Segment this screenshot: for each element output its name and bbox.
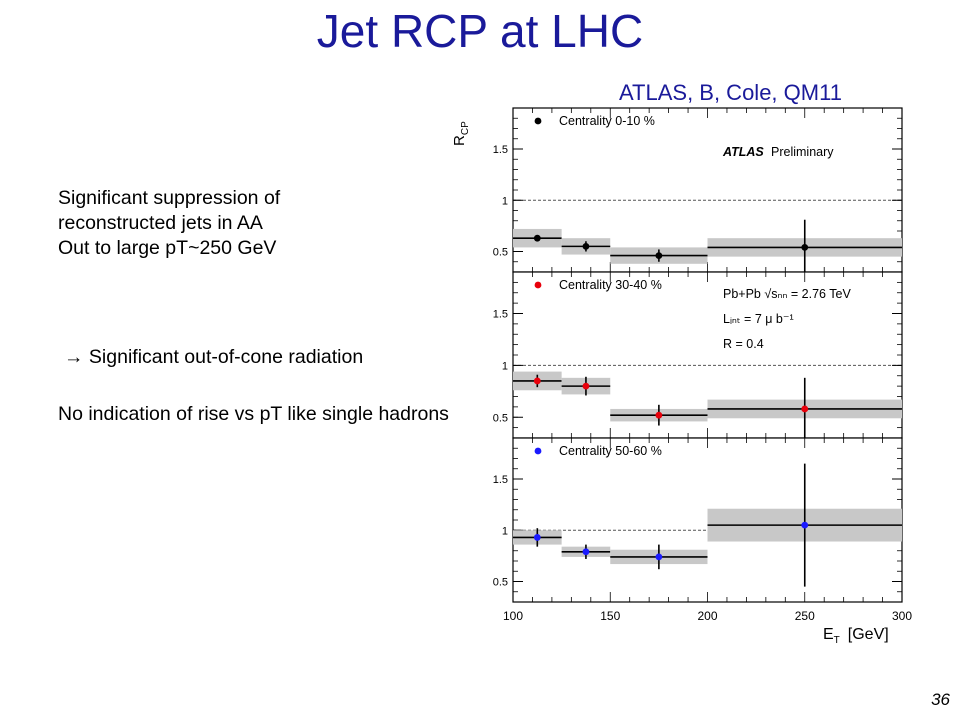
arrow-icon: → <box>64 346 84 368</box>
x-tick-label: 100 <box>503 609 523 623</box>
info-line: Pb+Pb √sₙₙ = 2.76 TeV <box>723 287 851 301</box>
y-tick-label: 1.5 <box>493 144 508 156</box>
data-point <box>582 242 590 250</box>
y-axis-label: RCP <box>451 121 471 146</box>
info-line: R = 0.4 <box>723 337 764 351</box>
y-tick-label: 0.5 <box>493 247 508 259</box>
arrow-statement-text: Significant out-of-cone radiation <box>88 346 364 368</box>
data-point <box>533 234 541 242</box>
rcp-chart: 0.5 1 1.5 Centrality 0-10 % 0.5 1 1.5 Centralit… <box>451 107 912 646</box>
data-point <box>582 548 590 556</box>
x-tick-label: 150 <box>600 609 620 623</box>
data-point <box>655 252 663 259</box>
y-tick-label: 1 <box>502 360 508 372</box>
page-number: 36 <box>931 690 950 709</box>
legend-label: Centrality 0-10 % <box>559 114 655 128</box>
y-tick-label: 0.5 <box>493 412 508 424</box>
y-tick-label: 1.5 <box>493 309 508 321</box>
data-point <box>801 521 809 529</box>
legend-label: Centrality 50-60 % <box>559 444 662 458</box>
data-point <box>655 553 663 561</box>
data-point <box>533 534 541 541</box>
y-tick-label: 1 <box>502 525 508 537</box>
data-point <box>655 411 663 419</box>
bullet-line: Significant suppression of <box>58 187 281 209</box>
legend-marker <box>534 447 542 455</box>
y-tick-label: 1.5 <box>493 474 508 486</box>
y-tick-label: 0.5 <box>493 577 508 589</box>
x-tick-label: 300 <box>892 609 912 623</box>
legend-label: Centrality 30-40 % <box>559 278 662 292</box>
legend-marker <box>534 281 542 289</box>
source-credit: ATLAS, B, Cole, QM11 <box>619 80 842 105</box>
preliminary-label: Preliminary <box>771 145 834 159</box>
y-tick-label: 1 <box>502 195 508 207</box>
slide-title: Jet RCP at LHC <box>316 5 644 57</box>
data-point <box>582 382 590 390</box>
arrow-statement: → Significant out-of-cone radiation <box>64 346 363 369</box>
data-point <box>801 405 809 413</box>
x-tick-label: 250 <box>795 609 815 623</box>
data-point <box>533 377 541 385</box>
legend-marker <box>534 117 542 125</box>
x-tick-label: 200 <box>697 609 717 623</box>
atlas-label: ATLAS <box>722 145 764 159</box>
bullet-text: Significant suppression of reconstructed… <box>58 186 280 261</box>
bullet-line: reconstructed jets in AA <box>58 212 263 234</box>
data-point <box>801 244 809 251</box>
bullet-line: Out to large pT~250 GeV <box>58 237 277 259</box>
x-axis-label: ET [GeV] <box>823 626 889 646</box>
note-text: No indication of rise vs pT like single … <box>58 403 449 425</box>
info-line: Lᵢₙₜ = 7 μ b⁻¹ <box>723 312 794 326</box>
